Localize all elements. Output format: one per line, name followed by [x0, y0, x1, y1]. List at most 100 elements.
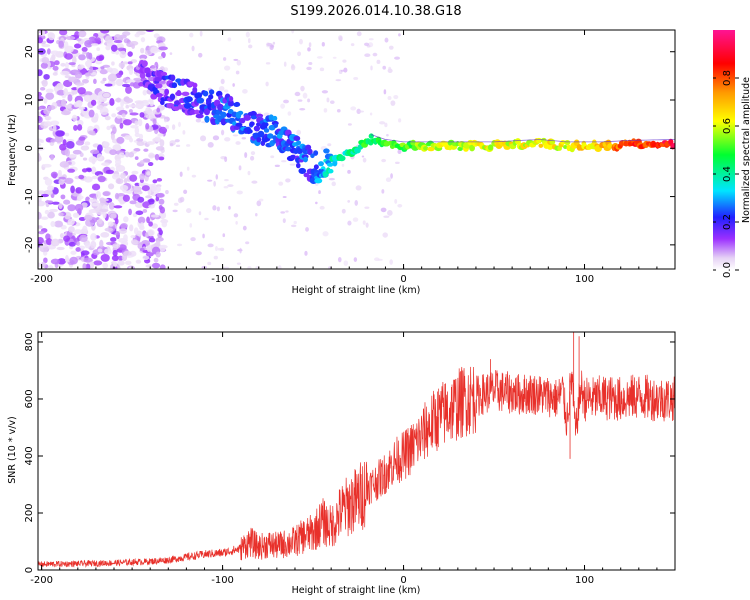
noise-speckle [130, 239, 139, 245]
noise-speckle [81, 46, 88, 52]
ridge-blob [160, 100, 165, 106]
noise-speckle [134, 120, 139, 126]
noise-speckle [111, 113, 117, 118]
x-tick-label: -100 [211, 274, 234, 285]
noise-speckle [296, 129, 302, 136]
noise-speckle [48, 32, 56, 41]
noise-speckle [207, 261, 212, 266]
noise-speckle [58, 212, 64, 217]
ridge-blob [538, 143, 544, 148]
noise-speckle [163, 118, 168, 123]
noise-speckle [213, 180, 216, 187]
y-tick-label: 200 [24, 503, 35, 522]
colorbar: 0.0 0.2 0.4 0.6 0.8 Normalized spectral ampl… [713, 30, 750, 278]
noise-speckle [119, 122, 124, 129]
noise-speckle [125, 260, 132, 265]
noise-speckle [132, 185, 142, 193]
noise-speckle [134, 100, 144, 104]
noise-speckle [379, 121, 386, 125]
noise-speckle [342, 59, 347, 63]
ridge-blob [261, 122, 269, 127]
noise-speckle [236, 190, 243, 195]
noise-speckle [118, 228, 127, 235]
noise-speckle [82, 51, 88, 55]
spectrogram-ylabel: Frequency (Hz) [7, 114, 18, 186]
noise-speckle [54, 60, 60, 66]
noise-speckle [157, 55, 163, 60]
noise-speckle [97, 248, 103, 253]
ridge-blob [457, 146, 463, 152]
noise-speckle [242, 225, 247, 231]
noise-speckle [258, 198, 264, 202]
noise-speckle [248, 44, 253, 49]
noise-speckle [140, 37, 146, 43]
noise-speckle [123, 177, 128, 184]
noise-speckle [368, 38, 374, 41]
noise-speckle [134, 33, 140, 38]
noise-speckle [257, 111, 262, 115]
ridge-blob [155, 92, 163, 98]
noise-speckle [142, 255, 150, 261]
noise-speckle [38, 230, 45, 235]
noise-speckle [397, 203, 403, 208]
noise-speckle [315, 201, 318, 205]
noise-speckle [133, 148, 141, 152]
noise-speckle [99, 239, 104, 248]
colorbar-tick-label: 0.2 [722, 214, 733, 230]
ridge-blob [150, 93, 158, 100]
noise-speckle [308, 42, 312, 48]
ridge-blob [176, 90, 182, 97]
noise-speckle [95, 55, 104, 62]
noise-speckle [138, 133, 144, 140]
noise-speckle [114, 97, 122, 103]
noise-speckle [63, 199, 71, 205]
noise-speckle [235, 141, 241, 145]
noise-speckle [137, 196, 145, 203]
ridge-blob [289, 154, 296, 160]
noise-speckle [191, 45, 195, 52]
noise-speckle [383, 215, 390, 218]
snr-ylabel: SNR (10 * v/v) [7, 416, 18, 484]
noise-speckle [44, 178, 53, 186]
noise-speckle [81, 168, 88, 173]
noise-speckle [107, 183, 115, 190]
ridge-blob [298, 167, 307, 174]
noise-speckle [151, 223, 158, 229]
noise-speckle [58, 176, 66, 180]
noise-speckle [38, 211, 42, 220]
noise-speckle [59, 143, 67, 151]
noise-speckle [139, 247, 145, 252]
noise-speckle [398, 33, 401, 37]
noise-speckle [100, 232, 110, 238]
ridge-blob [192, 82, 198, 88]
noise-speckle [129, 224, 134, 232]
noise-speckle [329, 100, 335, 104]
noise-speckle [139, 222, 144, 229]
noise-speckle [110, 237, 117, 242]
noise-speckle [353, 257, 358, 262]
noise-speckle [130, 235, 136, 239]
noise-speckle [139, 173, 145, 181]
noise-speckle [145, 113, 154, 120]
noise-speckle [361, 155, 365, 158]
noise-speckle [385, 177, 392, 183]
ridge-blob [192, 86, 198, 94]
noise-speckle [376, 59, 381, 65]
noise-speckle [319, 67, 325, 72]
noise-speckle [38, 262, 42, 268]
noise-speckle [91, 175, 98, 180]
noise-speckle [128, 137, 134, 143]
noise-speckle [172, 209, 178, 213]
noise-speckle [113, 205, 123, 209]
y-tick-label: 20 [24, 45, 35, 58]
noise-speckle [290, 224, 297, 228]
noise-speckle [74, 31, 80, 39]
noise-speckle [179, 171, 183, 177]
ridge-blob [169, 93, 176, 101]
noise-speckle [110, 213, 117, 219]
noise-speckle [83, 91, 93, 96]
noise-speckle [99, 69, 108, 75]
noise-speckle [99, 208, 109, 213]
noise-speckle [256, 200, 262, 207]
